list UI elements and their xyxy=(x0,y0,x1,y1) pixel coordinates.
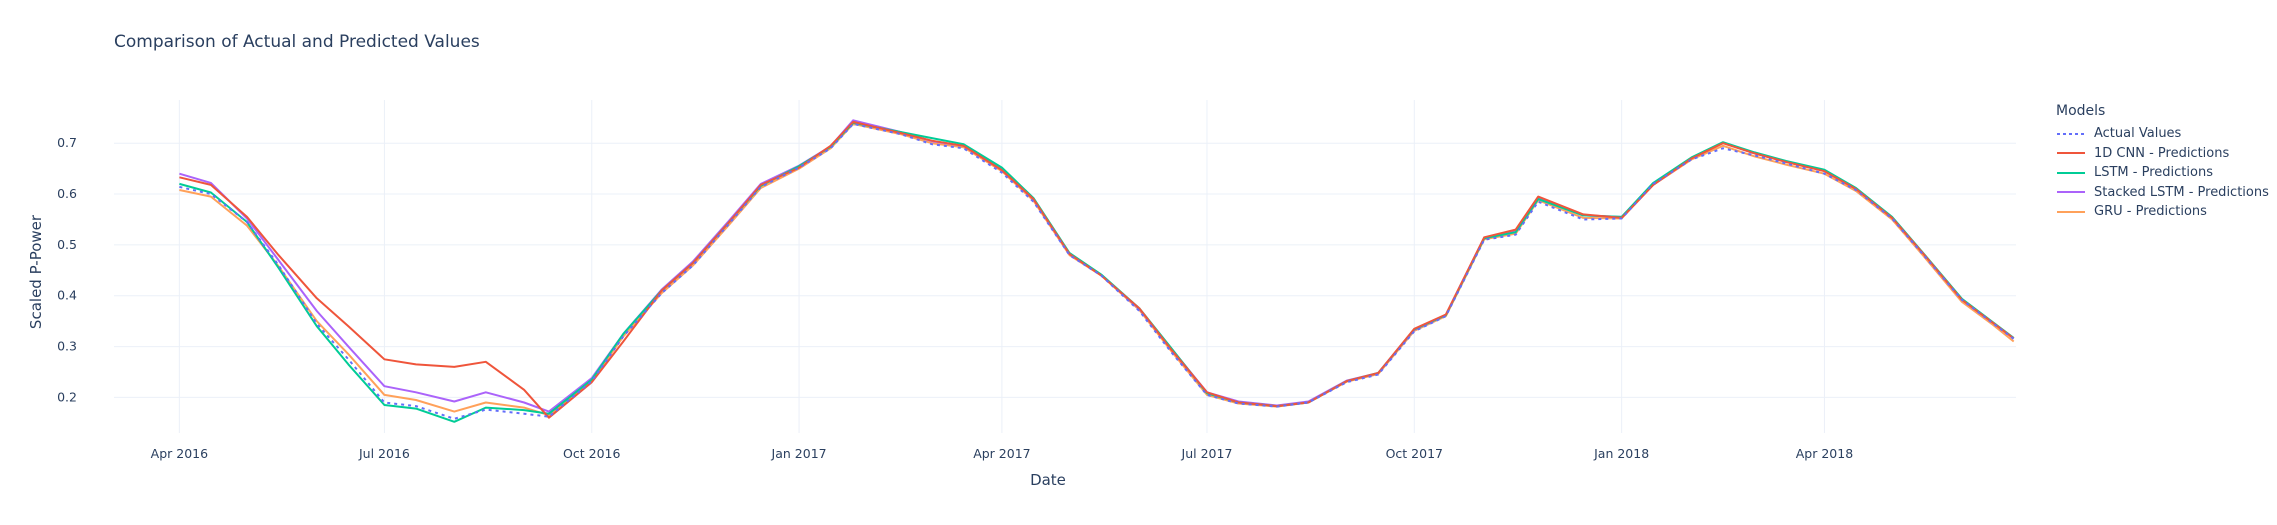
x-tick-label: Oct 2016 xyxy=(563,446,620,461)
legend-item[interactable]: 1D CNN - Predictions xyxy=(2056,144,2269,164)
legend-item[interactable]: Actual Values xyxy=(2056,124,2269,144)
legend-item[interactable]: Stacked LSTM - Predictions xyxy=(2056,183,2269,203)
grid-layer xyxy=(114,100,2016,433)
x-tick-label: Jul 2016 xyxy=(358,446,410,461)
y-axis-title: Scaled P-Power xyxy=(27,214,45,329)
series-line-1d-cnn-predictions xyxy=(179,120,2015,419)
x-tick-label: Oct 2017 xyxy=(1386,446,1443,461)
legend: Models Actual Values 1D CNN - Predictions… xyxy=(2056,103,2269,222)
legend-swatch xyxy=(2057,191,2085,194)
x-axis-title: Date xyxy=(1030,471,1066,489)
x-axis-ticks: Apr 2016 Jul 2016 Oct 2016 Jan 2017 Apr 2017… xyxy=(151,446,1854,461)
legend-swatch xyxy=(2057,210,2085,213)
legend-title: Models xyxy=(2056,103,2106,119)
legend-label: LSTM - Predictions xyxy=(2094,165,2213,181)
series-layer xyxy=(179,119,2015,423)
x-tick-label: Jul 2017 xyxy=(1181,446,1233,461)
y-tick-label: 0.4 xyxy=(57,288,77,303)
legend-swatch xyxy=(2057,152,2085,155)
y-tick-label: 0.5 xyxy=(57,237,77,252)
y-tick-label: 0.6 xyxy=(57,186,77,201)
x-tick-label: Apr 2017 xyxy=(973,446,1030,461)
x-tick-label: Jan 2017 xyxy=(771,446,827,461)
series-line-gru-predictions xyxy=(179,122,2015,417)
x-tick-label: Jan 2018 xyxy=(1593,446,1649,461)
legend-swatch xyxy=(2057,171,2085,174)
legend-item[interactable]: LSTM - Predictions xyxy=(2056,163,2269,183)
legend-item[interactable]: GRU - Predictions xyxy=(2056,202,2269,222)
y-axis-ticks: 0.2 0.3 0.4 0.5 0.6 0.7 xyxy=(57,135,77,404)
x-tick-label: Apr 2018 xyxy=(1796,446,1853,461)
series-line-stacked-lstm-predictions xyxy=(179,119,2015,413)
series-line-actual-values xyxy=(179,122,2015,420)
legend-label: GRU - Predictions xyxy=(2094,204,2207,220)
legend-label: Stacked LSTM - Predictions xyxy=(2094,184,2269,200)
chart-title: Comparison of Actual and Predicted Value… xyxy=(114,32,480,52)
legend-swatch xyxy=(2057,132,2085,135)
legend-label: 1D CNN - Predictions xyxy=(2094,145,2230,161)
y-tick-label: 0.2 xyxy=(57,389,77,404)
legend-label: Actual Values xyxy=(2094,126,2182,142)
x-tick-label: Apr 2016 xyxy=(151,446,208,461)
y-tick-label: 0.7 xyxy=(57,135,77,150)
y-tick-label: 0.3 xyxy=(57,339,77,354)
legend-items: Actual Values 1D CNN - Predictions LSTM - … xyxy=(2056,124,2269,222)
